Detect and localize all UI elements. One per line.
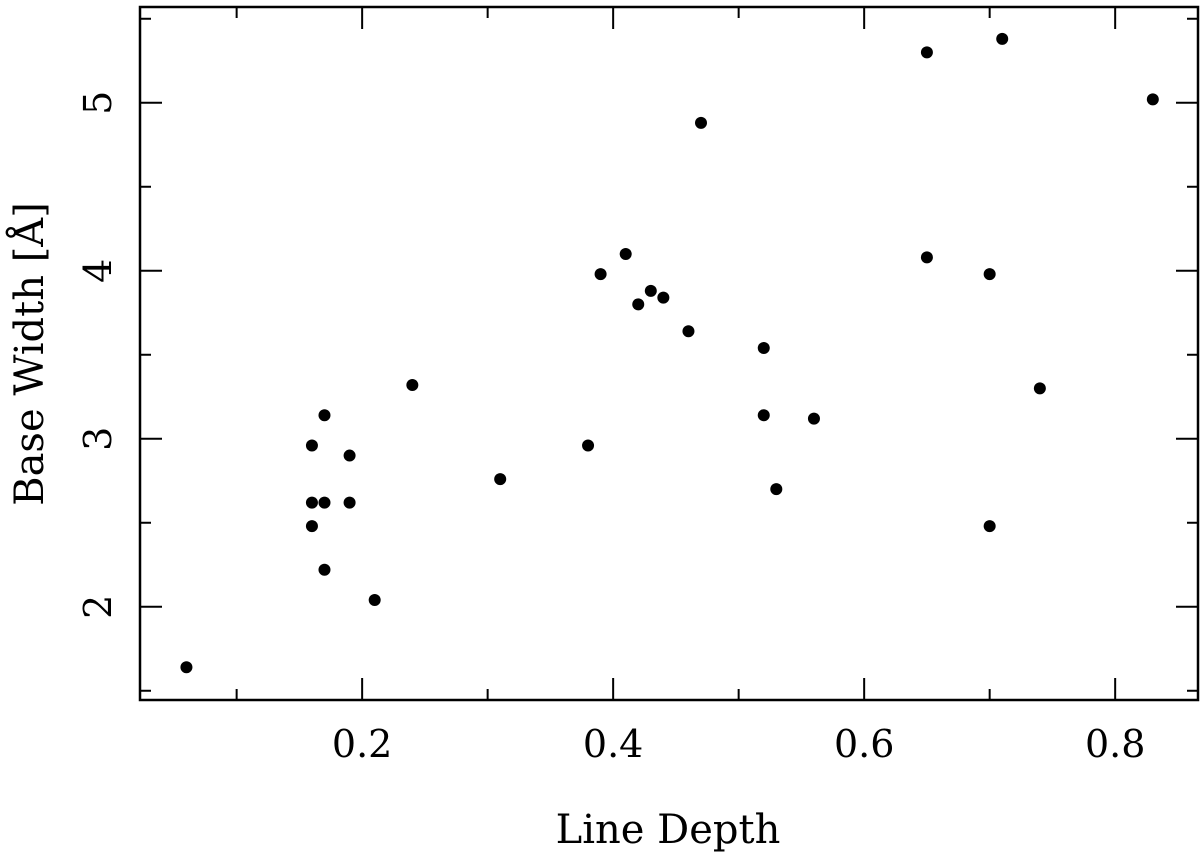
data-point: [343, 496, 356, 509]
data-point: [619, 247, 632, 260]
data-point: [920, 251, 933, 264]
data-point: [343, 449, 356, 462]
data-point: [695, 116, 708, 129]
data-point: [657, 291, 670, 304]
y-tick-label: 4: [76, 259, 120, 283]
data-point: [996, 32, 1009, 45]
data-point: [594, 268, 607, 281]
data-point: [318, 563, 331, 576]
major-ticks: [140, 7, 1198, 700]
y-tick-label: 5: [76, 91, 120, 115]
y-axis-title: Base Width [Å]: [6, 202, 53, 506]
x-tick-label: 0.8: [1085, 722, 1145, 766]
data-points: [180, 32, 1159, 674]
data-point: [920, 46, 933, 59]
data-point: [983, 520, 996, 533]
data-point: [757, 342, 770, 355]
data-point: [406, 379, 419, 391]
minor-ticks: [140, 7, 1198, 700]
x-tick-labels: 0.2 0.4 0.6 0.8: [332, 722, 1145, 766]
data-point: [368, 594, 381, 607]
data-point: [1146, 93, 1159, 106]
data-point: [682, 325, 695, 338]
x-tick-label: 0.2: [332, 722, 392, 766]
data-point: [305, 439, 318, 452]
plot-frame: [138, 5, 1200, 702]
y-tick-label: 2: [76, 595, 120, 619]
x-tick-label: 0.6: [834, 722, 894, 766]
y-tick-labels: 2 3 4 5: [76, 91, 120, 619]
data-point: [180, 661, 193, 674]
data-point: [494, 473, 507, 486]
y-tick-label: 3: [76, 427, 120, 451]
data-point: [1033, 382, 1046, 395]
data-point: [305, 496, 318, 509]
data-point: [305, 520, 318, 533]
data-point: [807, 412, 820, 425]
data-point: [632, 298, 645, 311]
data-point: [318, 409, 331, 422]
data-point: [582, 439, 595, 452]
data-point: [983, 268, 996, 281]
x-axis-title: Line Depth: [556, 807, 781, 853]
data-point: [770, 483, 783, 496]
x-tick-label: 0.4: [583, 722, 643, 766]
data-point: [644, 284, 657, 297]
data-point: [318, 496, 331, 509]
data-point: [757, 409, 770, 422]
